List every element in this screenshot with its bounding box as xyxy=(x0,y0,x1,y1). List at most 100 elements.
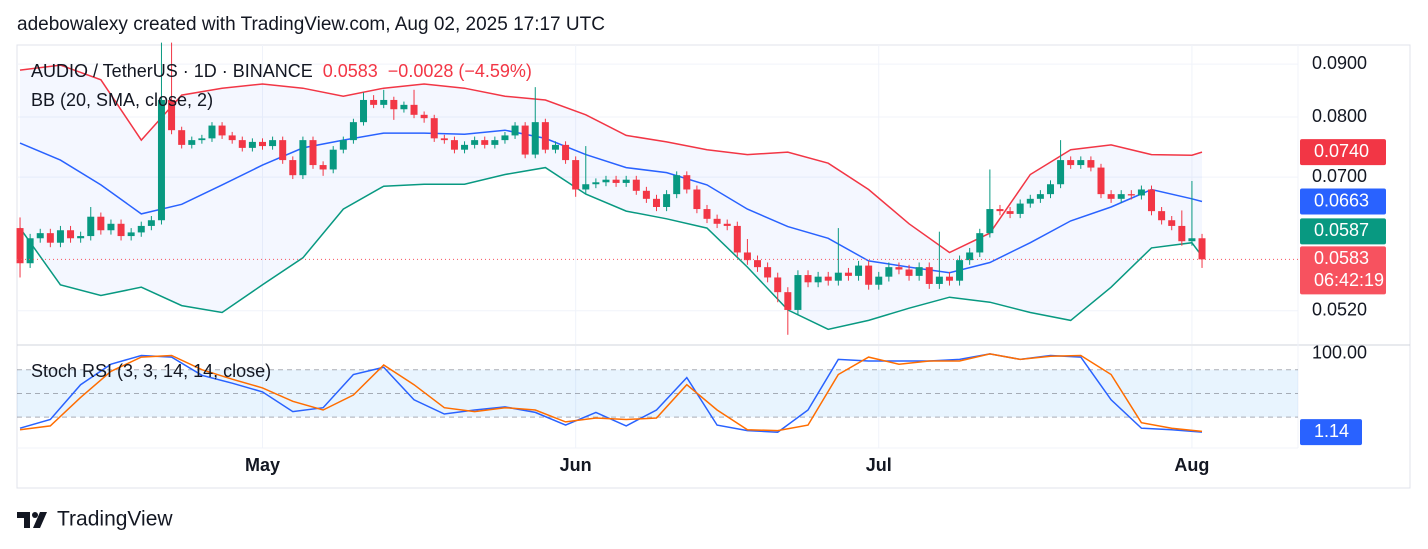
candle-body xyxy=(349,122,357,141)
price-badge-label: 0.0740 xyxy=(1314,141,1369,161)
candle-body xyxy=(824,276,832,281)
stoch-label: Stoch RSI (3, 3, 14, 14, close) xyxy=(31,361,271,381)
candle-body xyxy=(450,140,458,150)
candle-body xyxy=(67,230,75,239)
candle-body xyxy=(1117,194,1125,199)
brand-name: TradingView xyxy=(57,508,173,531)
candle-body xyxy=(673,175,681,195)
y-tick-label: 0.0700 xyxy=(1312,166,1367,186)
stoch-tick-label: 100.00 xyxy=(1312,343,1367,363)
candle-body xyxy=(97,216,105,231)
candle-body xyxy=(491,140,499,145)
candle-body xyxy=(713,218,721,224)
candle-body xyxy=(299,140,307,176)
candle-body xyxy=(602,179,610,183)
candle-body xyxy=(784,292,792,310)
candle-body xyxy=(1198,238,1206,260)
candle-body xyxy=(339,140,347,150)
symbol-title: AUDIO / TetherUS · 1D · BINANCE xyxy=(31,61,313,81)
y-tick-label: 0.0900 xyxy=(1312,53,1367,73)
candle-body xyxy=(814,276,822,283)
bollinger-line xyxy=(19,166,1203,331)
logo-dot xyxy=(32,512,38,518)
candle-body xyxy=(865,265,873,285)
candle-body xyxy=(976,233,984,253)
candle-body xyxy=(521,125,529,155)
candle-body xyxy=(622,179,630,183)
candle-body xyxy=(309,140,317,166)
candle-body xyxy=(642,190,650,199)
y-tick-label: 0.0520 xyxy=(1312,300,1367,320)
candle-body xyxy=(238,140,246,148)
candle-body xyxy=(1178,225,1186,242)
candle-body xyxy=(1077,160,1085,166)
candle-body xyxy=(461,144,469,150)
stoch-line xyxy=(19,353,1203,433)
candle-body xyxy=(147,220,155,226)
candle-body xyxy=(218,125,226,136)
candle-body xyxy=(420,114,428,119)
candle-body xyxy=(56,230,64,243)
candle-body xyxy=(481,140,489,145)
candle-body xyxy=(804,275,812,283)
candle-body xyxy=(733,225,741,253)
candle-body xyxy=(198,138,206,141)
x-tick-label: May xyxy=(245,455,280,475)
candle-body xyxy=(541,122,549,150)
indicator-label: BB (20, SMA, close, 2) xyxy=(31,90,213,110)
candle-body xyxy=(178,130,186,145)
candle-body xyxy=(703,209,711,219)
candle-body xyxy=(1087,160,1095,168)
candle-body xyxy=(1107,194,1115,199)
logo-slash xyxy=(33,512,47,528)
candle-body xyxy=(501,135,509,141)
candle-body xyxy=(1158,211,1166,221)
candle-body xyxy=(46,233,54,243)
candle-body xyxy=(844,272,852,276)
candle-body xyxy=(1006,211,1014,214)
candle-body xyxy=(390,99,398,110)
logo-mark xyxy=(17,512,30,528)
candle-body xyxy=(551,144,559,150)
price-badge xyxy=(1300,139,1386,166)
plot xyxy=(16,42,1298,448)
candle-body xyxy=(764,267,772,278)
candle-body xyxy=(855,265,863,276)
last-price: 0.0583 xyxy=(323,61,378,81)
candle-body xyxy=(77,236,85,239)
candle-body xyxy=(471,140,479,145)
price-badge xyxy=(1300,188,1386,215)
candle-body xyxy=(430,118,438,139)
candle-body xyxy=(400,104,408,110)
candle-body xyxy=(895,267,903,270)
price-change: −0.0028 (−4.59%) xyxy=(388,61,532,81)
candle-body xyxy=(157,99,165,221)
price-badge-label: 0.0583 xyxy=(1314,248,1369,268)
candle-body xyxy=(289,160,297,176)
candle-body xyxy=(925,267,933,284)
candle-body xyxy=(723,223,731,226)
candle-body xyxy=(117,223,125,237)
candle-body xyxy=(1148,189,1156,212)
candle-body xyxy=(188,140,196,145)
x-tick-label: Aug xyxy=(1174,455,1209,475)
candle-body xyxy=(380,99,388,105)
candle-body xyxy=(956,260,964,281)
candle-body xyxy=(693,189,701,210)
candle-body xyxy=(572,160,580,190)
candle-body xyxy=(683,175,691,190)
candle-body xyxy=(652,198,660,207)
band-fill xyxy=(20,65,1202,330)
candle-body xyxy=(632,179,640,191)
candle-body xyxy=(935,276,943,284)
candle-body xyxy=(329,149,337,170)
candle-body xyxy=(945,276,953,281)
brand-logo: TradingView xyxy=(17,508,173,531)
candle-body xyxy=(1097,167,1105,195)
candle-body xyxy=(531,122,539,155)
candle-body xyxy=(834,272,842,281)
candle-body xyxy=(258,141,266,147)
candle-body xyxy=(875,276,883,285)
candle-body xyxy=(1127,194,1135,196)
